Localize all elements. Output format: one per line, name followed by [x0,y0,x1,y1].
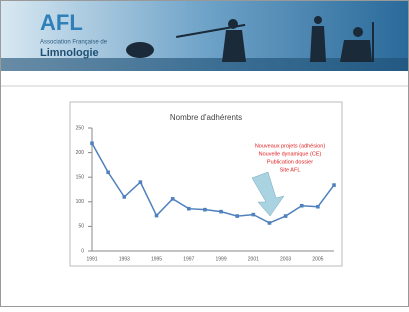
point [122,195,126,199]
annotation: Publication dossier [267,159,313,165]
x-tick-label: 2005 [312,256,323,262]
x-tick-label: 1999 [216,256,227,262]
chart-frame [70,102,342,266]
x-tick-label: 1991 [86,256,97,262]
point [106,170,110,174]
point [252,213,256,217]
y-tick-label: 0 [81,248,84,254]
association-name: Limnologie [40,47,99,59]
association: Association Française de [40,40,108,46]
point [90,141,94,145]
x-tick-label: 2001 [248,256,259,262]
logo: AFL [40,10,83,35]
point [300,204,304,208]
chart-title: Nombre d'adhérents [170,113,242,122]
point [187,207,191,211]
point [332,183,336,187]
y-tick-label: 100 [76,199,85,205]
annotation: Site AFL [280,167,301,173]
point [219,210,223,214]
slide: AFL Association Française de Limnologie … [0,0,409,307]
annotation: Nouvelle dynamique (CE) [259,151,322,157]
point [235,214,239,218]
x-tick-label: 1993 [119,256,130,262]
point [203,208,207,212]
x-tick-label: 2003 [280,256,291,262]
point [316,205,320,209]
annotation: Nouveaux projets (adhésion) [255,143,325,149]
point [139,180,143,184]
point [268,221,272,225]
x-tick-label: 1995 [151,256,162,262]
y-tick-label: 250 [76,125,85,131]
y-tick-label: 150 [76,175,85,181]
point [155,214,159,218]
y-tick-label: 200 [76,150,85,156]
x-tick-label: 1997 [183,256,194,262]
point [284,214,288,218]
point [171,197,175,201]
y-tick-label: 50 [78,224,84,230]
